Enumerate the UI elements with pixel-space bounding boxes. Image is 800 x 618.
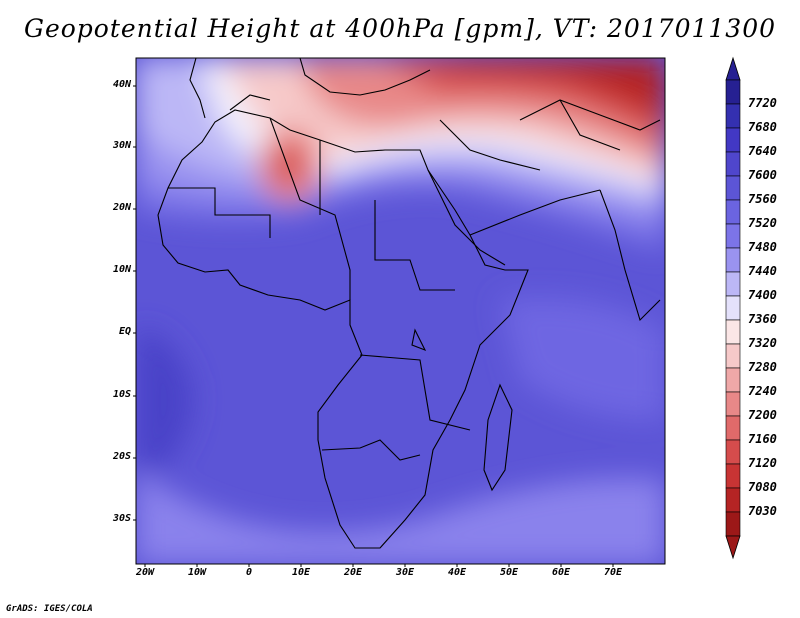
colorbar-segment — [725, 127, 741, 153]
colorbar-label: 7120 — [748, 456, 777, 470]
plot-frame — [135, 57, 666, 565]
colorbar-label: 7560 — [748, 192, 777, 206]
colorbar-segment — [725, 415, 741, 441]
lat-label: 40N — [112, 79, 131, 90]
colorbar-label: 7360 — [748, 312, 777, 326]
colorbar-segment — [725, 103, 741, 129]
lon-label: 20W — [135, 567, 155, 578]
colorbar-label: 7640 — [748, 144, 777, 158]
colorbar-label: 7520 — [748, 216, 777, 230]
colorbar-label: 7600 — [748, 168, 777, 182]
lat-label: 30S — [112, 513, 131, 524]
colorbar-label: 7720 — [748, 96, 777, 110]
colorbar-segment — [725, 175, 741, 201]
lon-label: 20E — [343, 567, 363, 578]
lon-label: 50E — [499, 567, 519, 578]
height-field — [136, 58, 665, 564]
colorbar-label: 7080 — [748, 480, 777, 494]
colorbar-segment — [725, 511, 741, 537]
lat-label: 20N — [112, 202, 131, 213]
lat-ticks — [133, 85, 136, 521]
colorbar-label: 7280 — [748, 360, 777, 374]
colorbar-bottom-triangle — [725, 535, 741, 560]
colorbar-segment — [725, 319, 741, 345]
credit-text: GrADS: IGES/COLA — [6, 604, 93, 614]
lon-label: 40E — [447, 567, 467, 578]
colorbar — [725, 56, 741, 560]
colorbar-label: 7320 — [748, 336, 777, 350]
colorbar-label: 7680 — [748, 120, 777, 134]
colorbar-segment — [725, 295, 741, 321]
colorbar-label: 7160 — [748, 432, 777, 446]
colorbar-segment — [725, 367, 741, 393]
colorbar-label: 7200 — [748, 408, 777, 422]
colorbar-segment — [725, 439, 741, 465]
colorbar-segment — [725, 151, 741, 177]
lon-label: 10W — [187, 567, 207, 578]
colorbar-segment — [725, 79, 741, 105]
plot-title: Geopotential Height at 400hPa [gpm], VT:… — [23, 14, 777, 43]
colorbar-label: 7240 — [748, 384, 777, 398]
lat-label: 10N — [112, 264, 131, 275]
coastlines — [157, 58, 661, 549]
colorbar-label: 7480 — [748, 240, 777, 254]
colorbar-segment — [725, 343, 741, 369]
colorbar-segment — [725, 391, 741, 417]
lat-label: 20S — [112, 451, 131, 462]
lon-label: 10E — [291, 567, 311, 578]
lon-label: 0 — [245, 567, 253, 578]
colorbar-segment — [725, 223, 741, 249]
lon-ticks — [144, 564, 614, 567]
lat-label: 10S — [112, 389, 131, 400]
lon-label: 60E — [551, 567, 571, 578]
colorbar-label: 7440 — [748, 264, 777, 278]
colorbar-segment — [725, 487, 741, 513]
lon-label: 70E — [603, 567, 623, 578]
lon-label: 30E — [395, 567, 415, 578]
colorbar-segment — [725, 463, 741, 489]
colorbar-top-triangle — [725, 56, 741, 81]
colorbar-segment — [725, 247, 741, 273]
lat-label: EQ — [118, 326, 131, 337]
colorbar-label: 7400 — [748, 288, 777, 302]
colorbar-segment — [725, 199, 741, 225]
lat-label: 30N — [112, 140, 131, 151]
colorbar-segment — [725, 271, 741, 297]
colorbar-label: 7030 — [748, 504, 777, 518]
